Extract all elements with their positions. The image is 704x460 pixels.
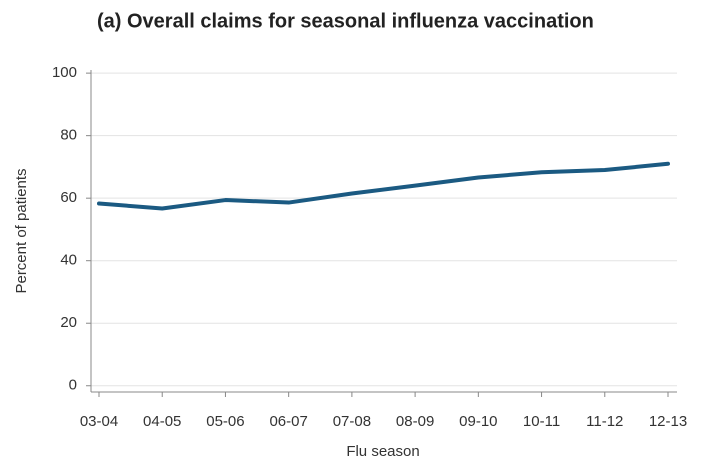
x-tick-label: 06-07: [269, 413, 307, 430]
x-axis-label: Flu season: [346, 443, 419, 460]
x-tick-label: 04-05: [143, 413, 181, 430]
y-tick-label: 20: [60, 314, 77, 331]
x-tick-label: 09-10: [459, 413, 497, 430]
y-axis-label: Percent of patients: [13, 168, 30, 293]
y-tick-label: 40: [60, 252, 77, 269]
x-tick-label: 03-04: [80, 413, 118, 430]
data-line: [97, 161, 670, 211]
x-tick-label: 07-08: [333, 413, 371, 430]
y-tick-label: 80: [60, 127, 77, 144]
x-tick-label: 05-06: [206, 413, 244, 430]
x-tick-label: 11-12: [586, 413, 623, 430]
x-tick-label: 12-13: [649, 413, 687, 430]
x-tick-label: 08-09: [396, 413, 434, 430]
x-tick-label: 10-11: [523, 413, 560, 430]
chart-title: (a) Overall claims for seasonal influenz…: [97, 10, 594, 32]
y-tick-label: 100: [52, 64, 77, 81]
y-tick-label: 0: [69, 377, 77, 394]
y-tick-label: 60: [60, 189, 77, 206]
